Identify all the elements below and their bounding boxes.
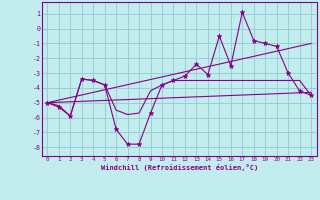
X-axis label: Windchill (Refroidissement éolien,°C): Windchill (Refroidissement éolien,°C) xyxy=(100,164,258,171)
